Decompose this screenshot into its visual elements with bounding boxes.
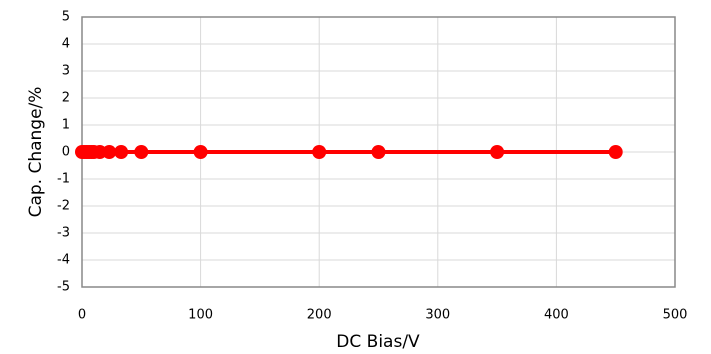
data-point [608, 145, 623, 159]
y-tick-label: 1 [62, 118, 70, 133]
x-tick-label: 400 [544, 308, 569, 323]
data-point [490, 145, 505, 159]
y-tick-label: -3 [57, 226, 70, 241]
y-axis-title: Cap. Change/% [26, 87, 46, 218]
data-point [114, 145, 129, 159]
x-tick-label: 0 [78, 308, 86, 323]
y-tick-label: -1 [57, 172, 70, 187]
y-tick-label: 4 [62, 37, 70, 52]
data-point [193, 145, 208, 159]
y-tick-label: 5 [62, 10, 70, 25]
y-tick-label: 3 [62, 64, 70, 79]
y-tick-label: 0 [62, 145, 70, 160]
x-tick-label: 500 [663, 308, 688, 323]
x-tick-label: 300 [425, 308, 450, 323]
y-tick-label: -2 [57, 199, 70, 214]
x-tick-label: 200 [307, 308, 332, 323]
y-tick-label: -5 [57, 280, 70, 295]
data-point [134, 145, 149, 159]
x-axis-title: DC Bias/V [336, 332, 420, 352]
data-point [102, 145, 117, 159]
data-point [371, 145, 386, 159]
data-point [312, 145, 327, 159]
x-tick-label: 100 [188, 308, 213, 323]
y-tick-label: -4 [57, 253, 70, 268]
y-tick-label: 2 [62, 91, 70, 106]
